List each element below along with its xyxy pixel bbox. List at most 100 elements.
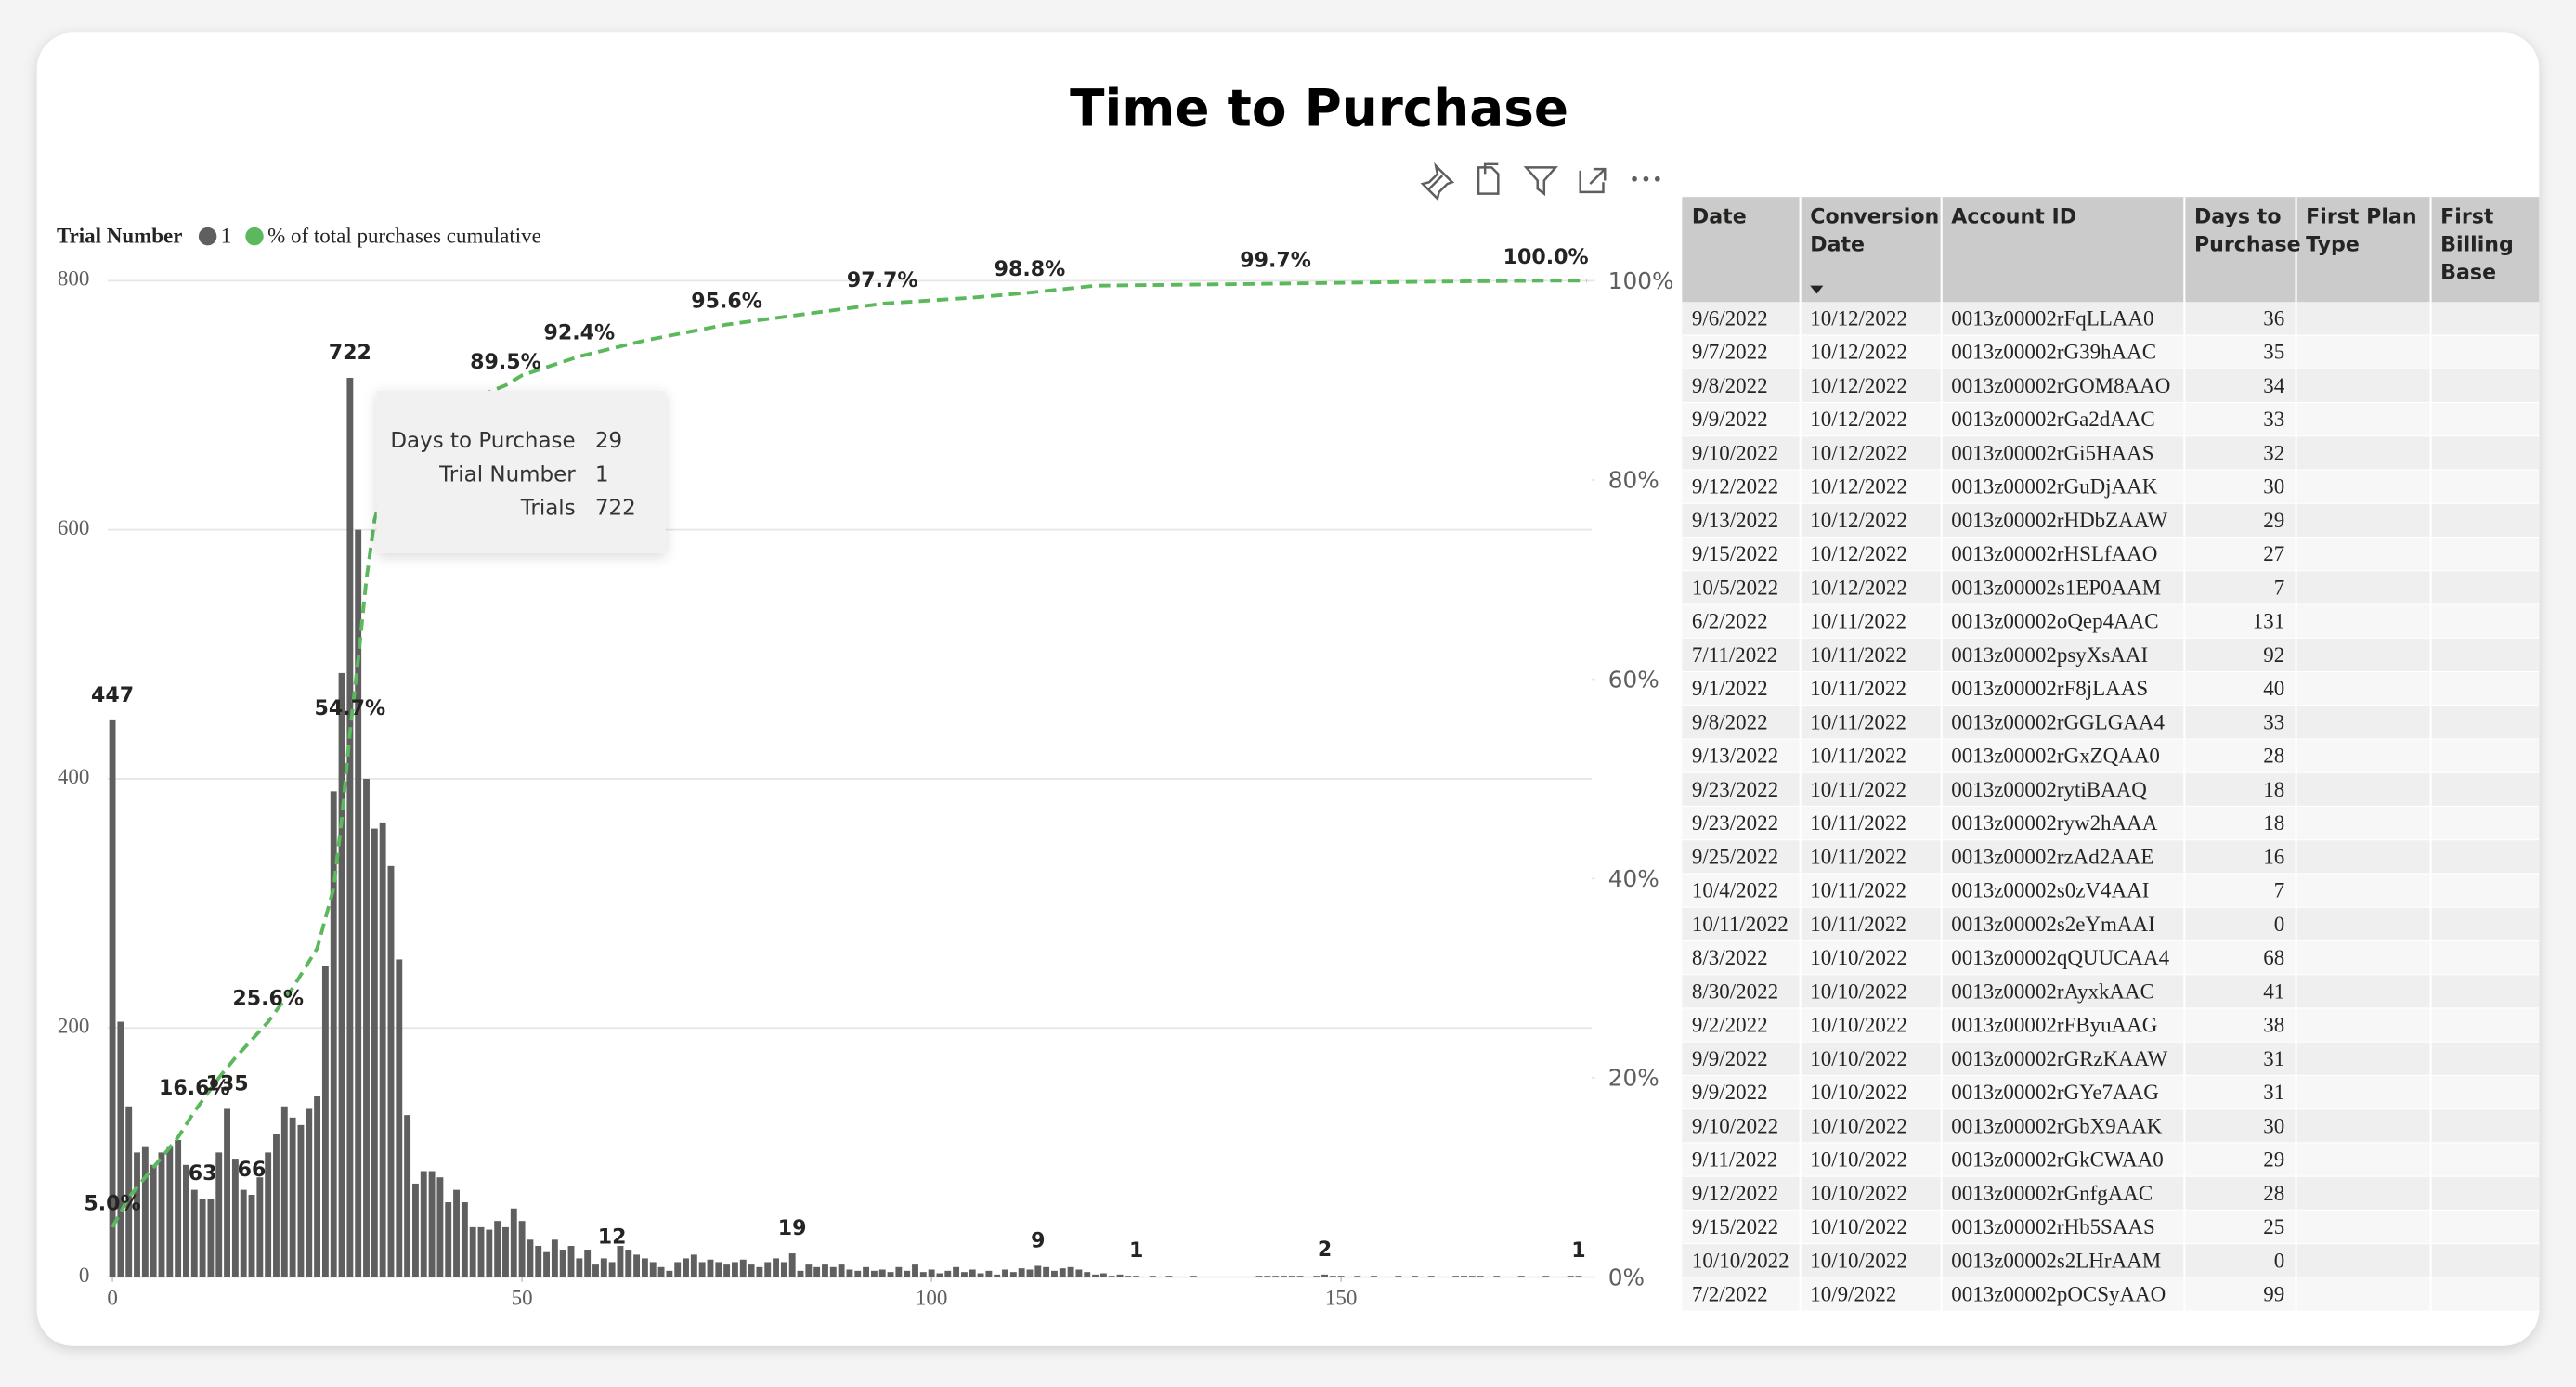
table-row-bg — [1682, 604, 2540, 639]
table-cell: 10/12/2022 — [1810, 475, 1907, 499]
bar — [715, 1262, 722, 1277]
bar — [363, 778, 370, 1277]
table-cell: 0013z00002rGRzKAAW — [1951, 1047, 2167, 1070]
table-cell: 35 — [2263, 341, 2284, 364]
more-options[interactable] — [1632, 175, 1660, 182]
bar — [453, 1189, 460, 1277]
bar — [895, 1266, 903, 1277]
bar — [1337, 1276, 1345, 1277]
table-cell: 9/9/2022 — [1692, 1081, 1768, 1104]
legend-label: % of total purchases cumulative — [267, 225, 541, 248]
bar — [1108, 1276, 1115, 1277]
bar — [1165, 1276, 1173, 1277]
table-cell: 16 — [2263, 845, 2284, 868]
table-cell: 10/11/2022 — [1810, 610, 1906, 633]
table-cell: 9/8/2022 — [1692, 710, 1768, 733]
table-cell: 10/12/2022 — [1810, 542, 1907, 565]
table-row-bg — [1682, 874, 2540, 908]
table-row-bg — [1682, 470, 2540, 504]
bar — [944, 1270, 952, 1277]
bar — [314, 1096, 321, 1277]
table-cell: 0013z00002s2LHrAAM — [1951, 1249, 2161, 1272]
bar — [649, 1262, 657, 1277]
bar — [240, 1189, 247, 1277]
bar — [690, 1254, 697, 1277]
bar — [371, 828, 378, 1277]
chart-title: Time to Purchase — [1070, 78, 1568, 137]
x-tick-label: 0 — [107, 1287, 117, 1310]
data-label: 2 — [1318, 1238, 1332, 1262]
table-row-bg — [1682, 369, 2540, 404]
bar — [1264, 1276, 1271, 1277]
bar — [1329, 1276, 1336, 1277]
table-cell: 7/11/2022 — [1692, 643, 1777, 667]
bar — [1493, 1276, 1501, 1277]
table-cell: 10/11/2022 — [1810, 778, 1906, 801]
table-cell: 99 — [2263, 1283, 2284, 1306]
bar — [1190, 1276, 1197, 1277]
table-cell: 9/15/2022 — [1692, 1215, 1778, 1238]
bar — [527, 1239, 534, 1277]
bar — [863, 1266, 870, 1277]
bar — [846, 1269, 853, 1277]
data-label: 19 — [778, 1216, 807, 1240]
bar — [125, 1106, 133, 1277]
data-label: 54.7% — [315, 696, 386, 720]
bar — [1371, 1276, 1377, 1277]
copy-icon[interactable] — [1477, 162, 1500, 195]
bar — [379, 822, 386, 1277]
bar — [838, 1264, 845, 1277]
data-label: 100.0% — [1503, 245, 1589, 269]
table-cell: 0 — [2274, 913, 2284, 936]
table-cell: 9/7/2022 — [1692, 341, 1768, 364]
bar — [617, 1246, 624, 1277]
bar — [780, 1262, 787, 1277]
table-row-bg — [1682, 975, 2540, 1009]
table-cell: 28 — [2263, 1182, 2284, 1205]
bar — [502, 1226, 509, 1277]
table-cell: 68 — [2263, 946, 2284, 969]
table-row-bg — [1682, 302, 2540, 336]
bar — [1280, 1276, 1287, 1277]
bar — [330, 791, 337, 1277]
y2-tick-label: 40% — [1608, 865, 1659, 892]
bar — [321, 966, 329, 1277]
bar — [584, 1250, 592, 1277]
table-cell: 31 — [2263, 1047, 2284, 1070]
bar — [338, 672, 345, 1277]
bar — [1009, 1272, 1017, 1277]
table-cell: 131 — [2253, 610, 2284, 633]
table-cell: 10/11/2022 — [1810, 745, 1906, 768]
bar — [707, 1259, 714, 1277]
data-label: 89.5% — [470, 350, 541, 374]
y-tick-label: 0 — [79, 1264, 89, 1287]
x-tick-label: 150 — [1325, 1287, 1357, 1310]
table-cell: 40 — [2263, 677, 2284, 700]
table-cell: 10/12/2022 — [1810, 374, 1907, 397]
table-row-bg — [1682, 1244, 2540, 1278]
data-label: 16.6% — [159, 1076, 230, 1100]
bar — [445, 1202, 452, 1277]
bar — [960, 1272, 968, 1277]
focus-icon[interactable] — [1579, 167, 1607, 194]
tooltip-value: 1 — [595, 462, 609, 486]
bar — [420, 1171, 427, 1277]
bar — [486, 1229, 493, 1277]
bar — [436, 1177, 444, 1277]
bar — [904, 1270, 911, 1277]
bar — [396, 959, 403, 1277]
table-cell: 9/12/2022 — [1692, 1182, 1778, 1205]
data-label: 25.6% — [232, 987, 304, 1011]
pin-icon[interactable] — [1420, 162, 1455, 201]
table-row-bg — [1682, 672, 2540, 706]
table-row-bg — [1682, 1075, 2540, 1110]
bar — [592, 1264, 599, 1277]
bar — [551, 1239, 558, 1277]
table-cell: 10/10/2022 — [1810, 1114, 1907, 1137]
bar — [231, 1159, 239, 1277]
table-cell: 8/3/2022 — [1692, 946, 1768, 969]
y-tick-label: 600 — [58, 516, 89, 539]
bar — [739, 1259, 747, 1277]
filter-icon[interactable] — [1523, 166, 1558, 197]
